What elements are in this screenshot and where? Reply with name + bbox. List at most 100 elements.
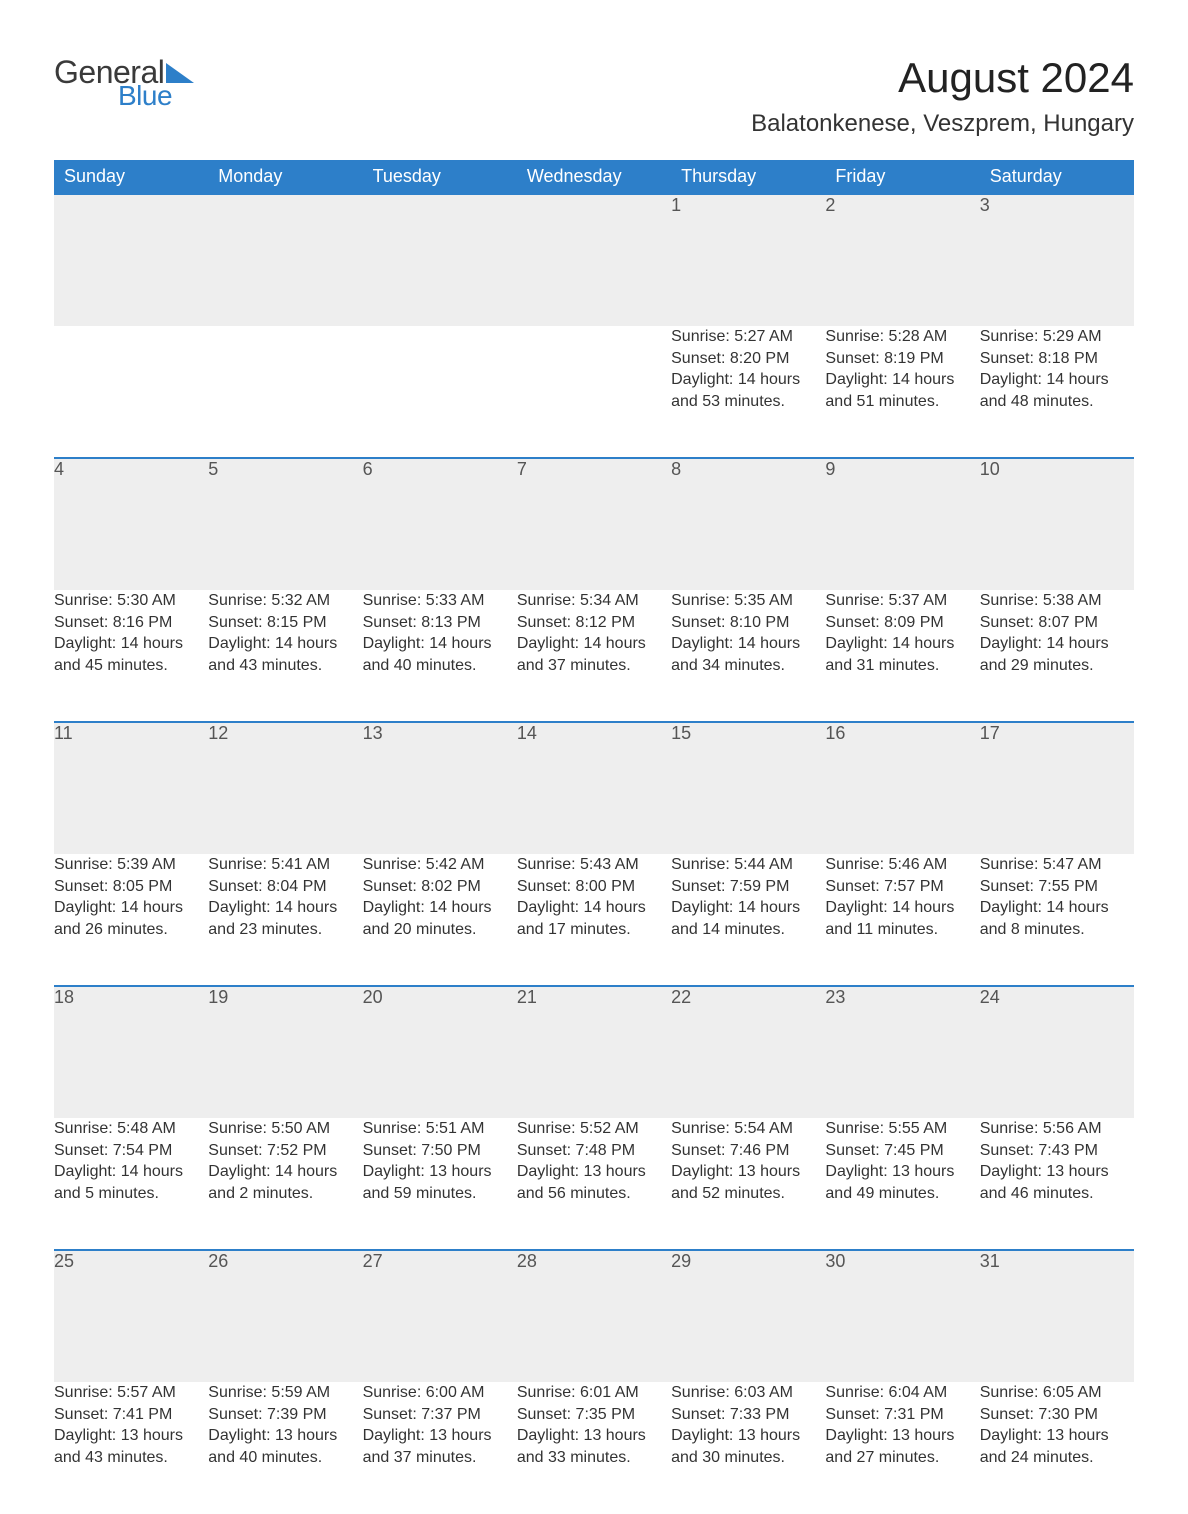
daylight-text: Daylight: 14 hours and 5 minutes. bbox=[54, 1161, 208, 1204]
logo: General Blue bbox=[54, 56, 194, 110]
daylight-text: Daylight: 13 hours and 37 minutes. bbox=[363, 1425, 517, 1468]
sunrise-text: Sunrise: 5:41 AM bbox=[208, 854, 362, 876]
day-detail: Sunrise: 5:51 AMSunset: 7:50 PMDaylight:… bbox=[363, 1118, 517, 1250]
week-daynum-row: 11121314151617 bbox=[54, 722, 1134, 854]
calendar-table: SundayMondayTuesdayWednesdayThursdayFrid… bbox=[54, 160, 1134, 1514]
sunrise-text: Sunrise: 5:56 AM bbox=[980, 1118, 1134, 1140]
sunset-text: Sunset: 8:10 PM bbox=[671, 612, 825, 634]
day-number: 30 bbox=[825, 1250, 979, 1382]
sunset-text: Sunset: 7:33 PM bbox=[671, 1404, 825, 1426]
sunset-text: Sunset: 7:45 PM bbox=[825, 1140, 979, 1162]
sunrise-text: Sunrise: 5:50 AM bbox=[208, 1118, 362, 1140]
day-number: 8 bbox=[671, 458, 825, 590]
day-number: 17 bbox=[980, 722, 1134, 854]
day-number: 9 bbox=[825, 458, 979, 590]
day-detail: Sunrise: 5:29 AMSunset: 8:18 PMDaylight:… bbox=[980, 326, 1134, 458]
dow-header: Saturday bbox=[980, 160, 1134, 194]
day-detail: Sunrise: 5:55 AMSunset: 7:45 PMDaylight:… bbox=[825, 1118, 979, 1250]
sunrise-text: Sunrise: 5:33 AM bbox=[363, 590, 517, 612]
sunset-text: Sunset: 7:57 PM bbox=[825, 876, 979, 898]
sunrise-text: Sunrise: 6:00 AM bbox=[363, 1382, 517, 1404]
dow-header: Tuesday bbox=[363, 160, 517, 194]
daylight-text: Daylight: 13 hours and 40 minutes. bbox=[208, 1425, 362, 1468]
sunset-text: Sunset: 8:15 PM bbox=[208, 612, 362, 634]
sunset-text: Sunset: 7:30 PM bbox=[980, 1404, 1134, 1426]
day-detail: Sunrise: 5:43 AMSunset: 8:00 PMDaylight:… bbox=[517, 854, 671, 986]
sunset-text: Sunset: 8:19 PM bbox=[825, 348, 979, 370]
sunrise-text: Sunrise: 5:59 AM bbox=[208, 1382, 362, 1404]
daylight-text: Daylight: 13 hours and 52 minutes. bbox=[671, 1161, 825, 1204]
day-number: 27 bbox=[363, 1250, 517, 1382]
day-number-empty bbox=[517, 194, 671, 326]
sunrise-text: Sunrise: 5:30 AM bbox=[54, 590, 208, 612]
sunrise-text: Sunrise: 5:29 AM bbox=[980, 326, 1134, 348]
day-detail: Sunrise: 6:00 AMSunset: 7:37 PMDaylight:… bbox=[363, 1382, 517, 1514]
sunrise-text: Sunrise: 5:32 AM bbox=[208, 590, 362, 612]
day-detail: Sunrise: 5:33 AMSunset: 8:13 PMDaylight:… bbox=[363, 590, 517, 722]
day-number: 19 bbox=[208, 986, 362, 1118]
day-number: 12 bbox=[208, 722, 362, 854]
day-number: 28 bbox=[517, 1250, 671, 1382]
day-number: 22 bbox=[671, 986, 825, 1118]
sunset-text: Sunset: 8:18 PM bbox=[980, 348, 1134, 370]
sunset-text: Sunset: 7:43 PM bbox=[980, 1140, 1134, 1162]
daylight-text: Daylight: 14 hours and 11 minutes. bbox=[825, 897, 979, 940]
sunrise-text: Sunrise: 5:43 AM bbox=[517, 854, 671, 876]
sunrise-text: Sunrise: 6:03 AM bbox=[671, 1382, 825, 1404]
sunrise-text: Sunrise: 5:46 AM bbox=[825, 854, 979, 876]
sunrise-text: Sunrise: 5:34 AM bbox=[517, 590, 671, 612]
day-number: 25 bbox=[54, 1250, 208, 1382]
daylight-text: Daylight: 14 hours and 48 minutes. bbox=[980, 369, 1134, 412]
day-detail: Sunrise: 5:47 AMSunset: 7:55 PMDaylight:… bbox=[980, 854, 1134, 986]
day-detail: Sunrise: 5:37 AMSunset: 8:09 PMDaylight:… bbox=[825, 590, 979, 722]
sunset-text: Sunset: 8:04 PM bbox=[208, 876, 362, 898]
day-detail-empty bbox=[517, 326, 671, 458]
daylight-text: Daylight: 14 hours and 45 minutes. bbox=[54, 633, 208, 676]
day-number-empty bbox=[363, 194, 517, 326]
day-number: 21 bbox=[517, 986, 671, 1118]
sunset-text: Sunset: 7:55 PM bbox=[980, 876, 1134, 898]
sunrise-text: Sunrise: 5:42 AM bbox=[363, 854, 517, 876]
day-detail-empty bbox=[363, 326, 517, 458]
sunset-text: Sunset: 8:05 PM bbox=[54, 876, 208, 898]
day-number: 18 bbox=[54, 986, 208, 1118]
day-detail: Sunrise: 6:04 AMSunset: 7:31 PMDaylight:… bbox=[825, 1382, 979, 1514]
daylight-text: Daylight: 14 hours and 29 minutes. bbox=[980, 633, 1134, 676]
sunset-text: Sunset: 7:35 PM bbox=[517, 1404, 671, 1426]
day-detail: Sunrise: 5:41 AMSunset: 8:04 PMDaylight:… bbox=[208, 854, 362, 986]
day-number-empty bbox=[54, 194, 208, 326]
day-number: 15 bbox=[671, 722, 825, 854]
sunset-text: Sunset: 7:52 PM bbox=[208, 1140, 362, 1162]
sunset-text: Sunset: 7:46 PM bbox=[671, 1140, 825, 1162]
daylight-text: Daylight: 13 hours and 30 minutes. bbox=[671, 1425, 825, 1468]
day-detail: Sunrise: 5:54 AMSunset: 7:46 PMDaylight:… bbox=[671, 1118, 825, 1250]
month-title: August 2024 bbox=[751, 56, 1134, 100]
day-detail: Sunrise: 5:46 AMSunset: 7:57 PMDaylight:… bbox=[825, 854, 979, 986]
week-daynum-row: 18192021222324 bbox=[54, 986, 1134, 1118]
sunrise-text: Sunrise: 5:39 AM bbox=[54, 854, 208, 876]
day-detail: Sunrise: 5:38 AMSunset: 8:07 PMDaylight:… bbox=[980, 590, 1134, 722]
sunrise-text: Sunrise: 6:04 AM bbox=[825, 1382, 979, 1404]
sunset-text: Sunset: 7:48 PM bbox=[517, 1140, 671, 1162]
dow-header: Friday bbox=[825, 160, 979, 194]
header: General Blue August 2024 Balatonkenese, … bbox=[54, 56, 1134, 138]
week-detail-row: Sunrise: 5:39 AMSunset: 8:05 PM Daylight:… bbox=[54, 854, 1134, 986]
day-number: 14 bbox=[517, 722, 671, 854]
day-number-empty bbox=[208, 194, 362, 326]
sunrise-text: Sunrise: 6:01 AM bbox=[517, 1382, 671, 1404]
daylight-text: Daylight: 14 hours and 20 minutes. bbox=[363, 897, 517, 940]
day-detail: Sunrise: 5:52 AMSunset: 7:48 PMDaylight:… bbox=[517, 1118, 671, 1250]
daylight-text: Daylight: 13 hours and 24 minutes. bbox=[980, 1425, 1134, 1468]
day-detail: Sunrise: 5:35 AMSunset: 8:10 PMDaylight:… bbox=[671, 590, 825, 722]
sunset-text: Sunset: 8:20 PM bbox=[671, 348, 825, 370]
sunset-text: Sunset: 7:39 PM bbox=[208, 1404, 362, 1426]
dow-header: Sunday bbox=[54, 160, 208, 194]
day-detail: Sunrise: 6:03 AMSunset: 7:33 PMDaylight:… bbox=[671, 1382, 825, 1514]
sunset-text: Sunset: 8:13 PM bbox=[363, 612, 517, 634]
sunrise-text: Sunrise: 5:37 AM bbox=[825, 590, 979, 612]
sunrise-text: Sunrise: 5:51 AM bbox=[363, 1118, 517, 1140]
week-detail-row: Sunrise: 5:27 AMSunset: 8:20 PMDaylight:… bbox=[54, 326, 1134, 458]
daylight-text: Daylight: 14 hours and 8 minutes. bbox=[980, 897, 1134, 940]
day-number: 23 bbox=[825, 986, 979, 1118]
sunrise-text: Sunrise: 5:28 AM bbox=[825, 326, 979, 348]
